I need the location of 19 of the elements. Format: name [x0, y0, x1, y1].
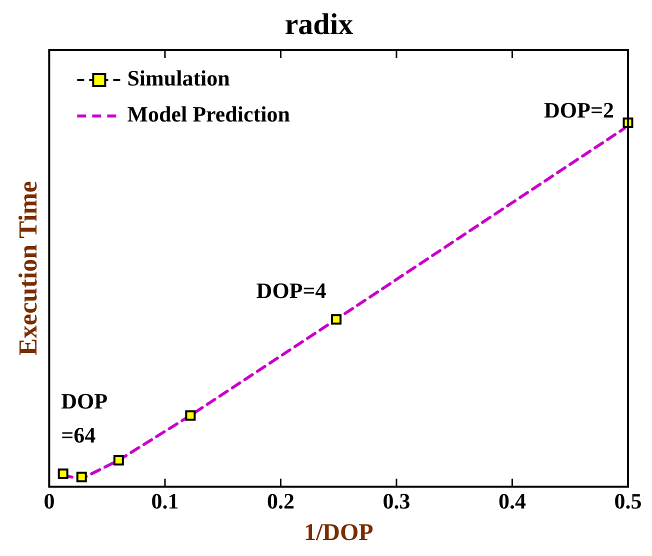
legend-label: Simulation: [127, 66, 230, 91]
annotation: DOP =64: [61, 388, 108, 448]
annotation: DOP=4: [256, 278, 326, 304]
chart-title: radix: [284, 8, 354, 41]
x-axis-title: 1/DOP: [304, 520, 374, 546]
x-tick-label: 0.2: [266, 488, 294, 514]
point: [185, 410, 196, 421]
legend-label: Model Prediction: [127, 102, 290, 127]
annotation: DOP=2: [544, 97, 614, 122]
point: [58, 468, 68, 479]
x-tick-label: 0.1: [151, 488, 179, 514]
x-tick-label: 0.5: [614, 488, 642, 514]
y-axis-title: Execution Time: [13, 181, 42, 356]
x-tick-label: 0.4: [498, 488, 526, 514]
x-tick-label: 0.3: [382, 488, 410, 514]
point: [76, 472, 87, 482]
point: [331, 314, 342, 325]
point: [113, 454, 124, 466]
x-tick-label: 0: [44, 488, 55, 514]
